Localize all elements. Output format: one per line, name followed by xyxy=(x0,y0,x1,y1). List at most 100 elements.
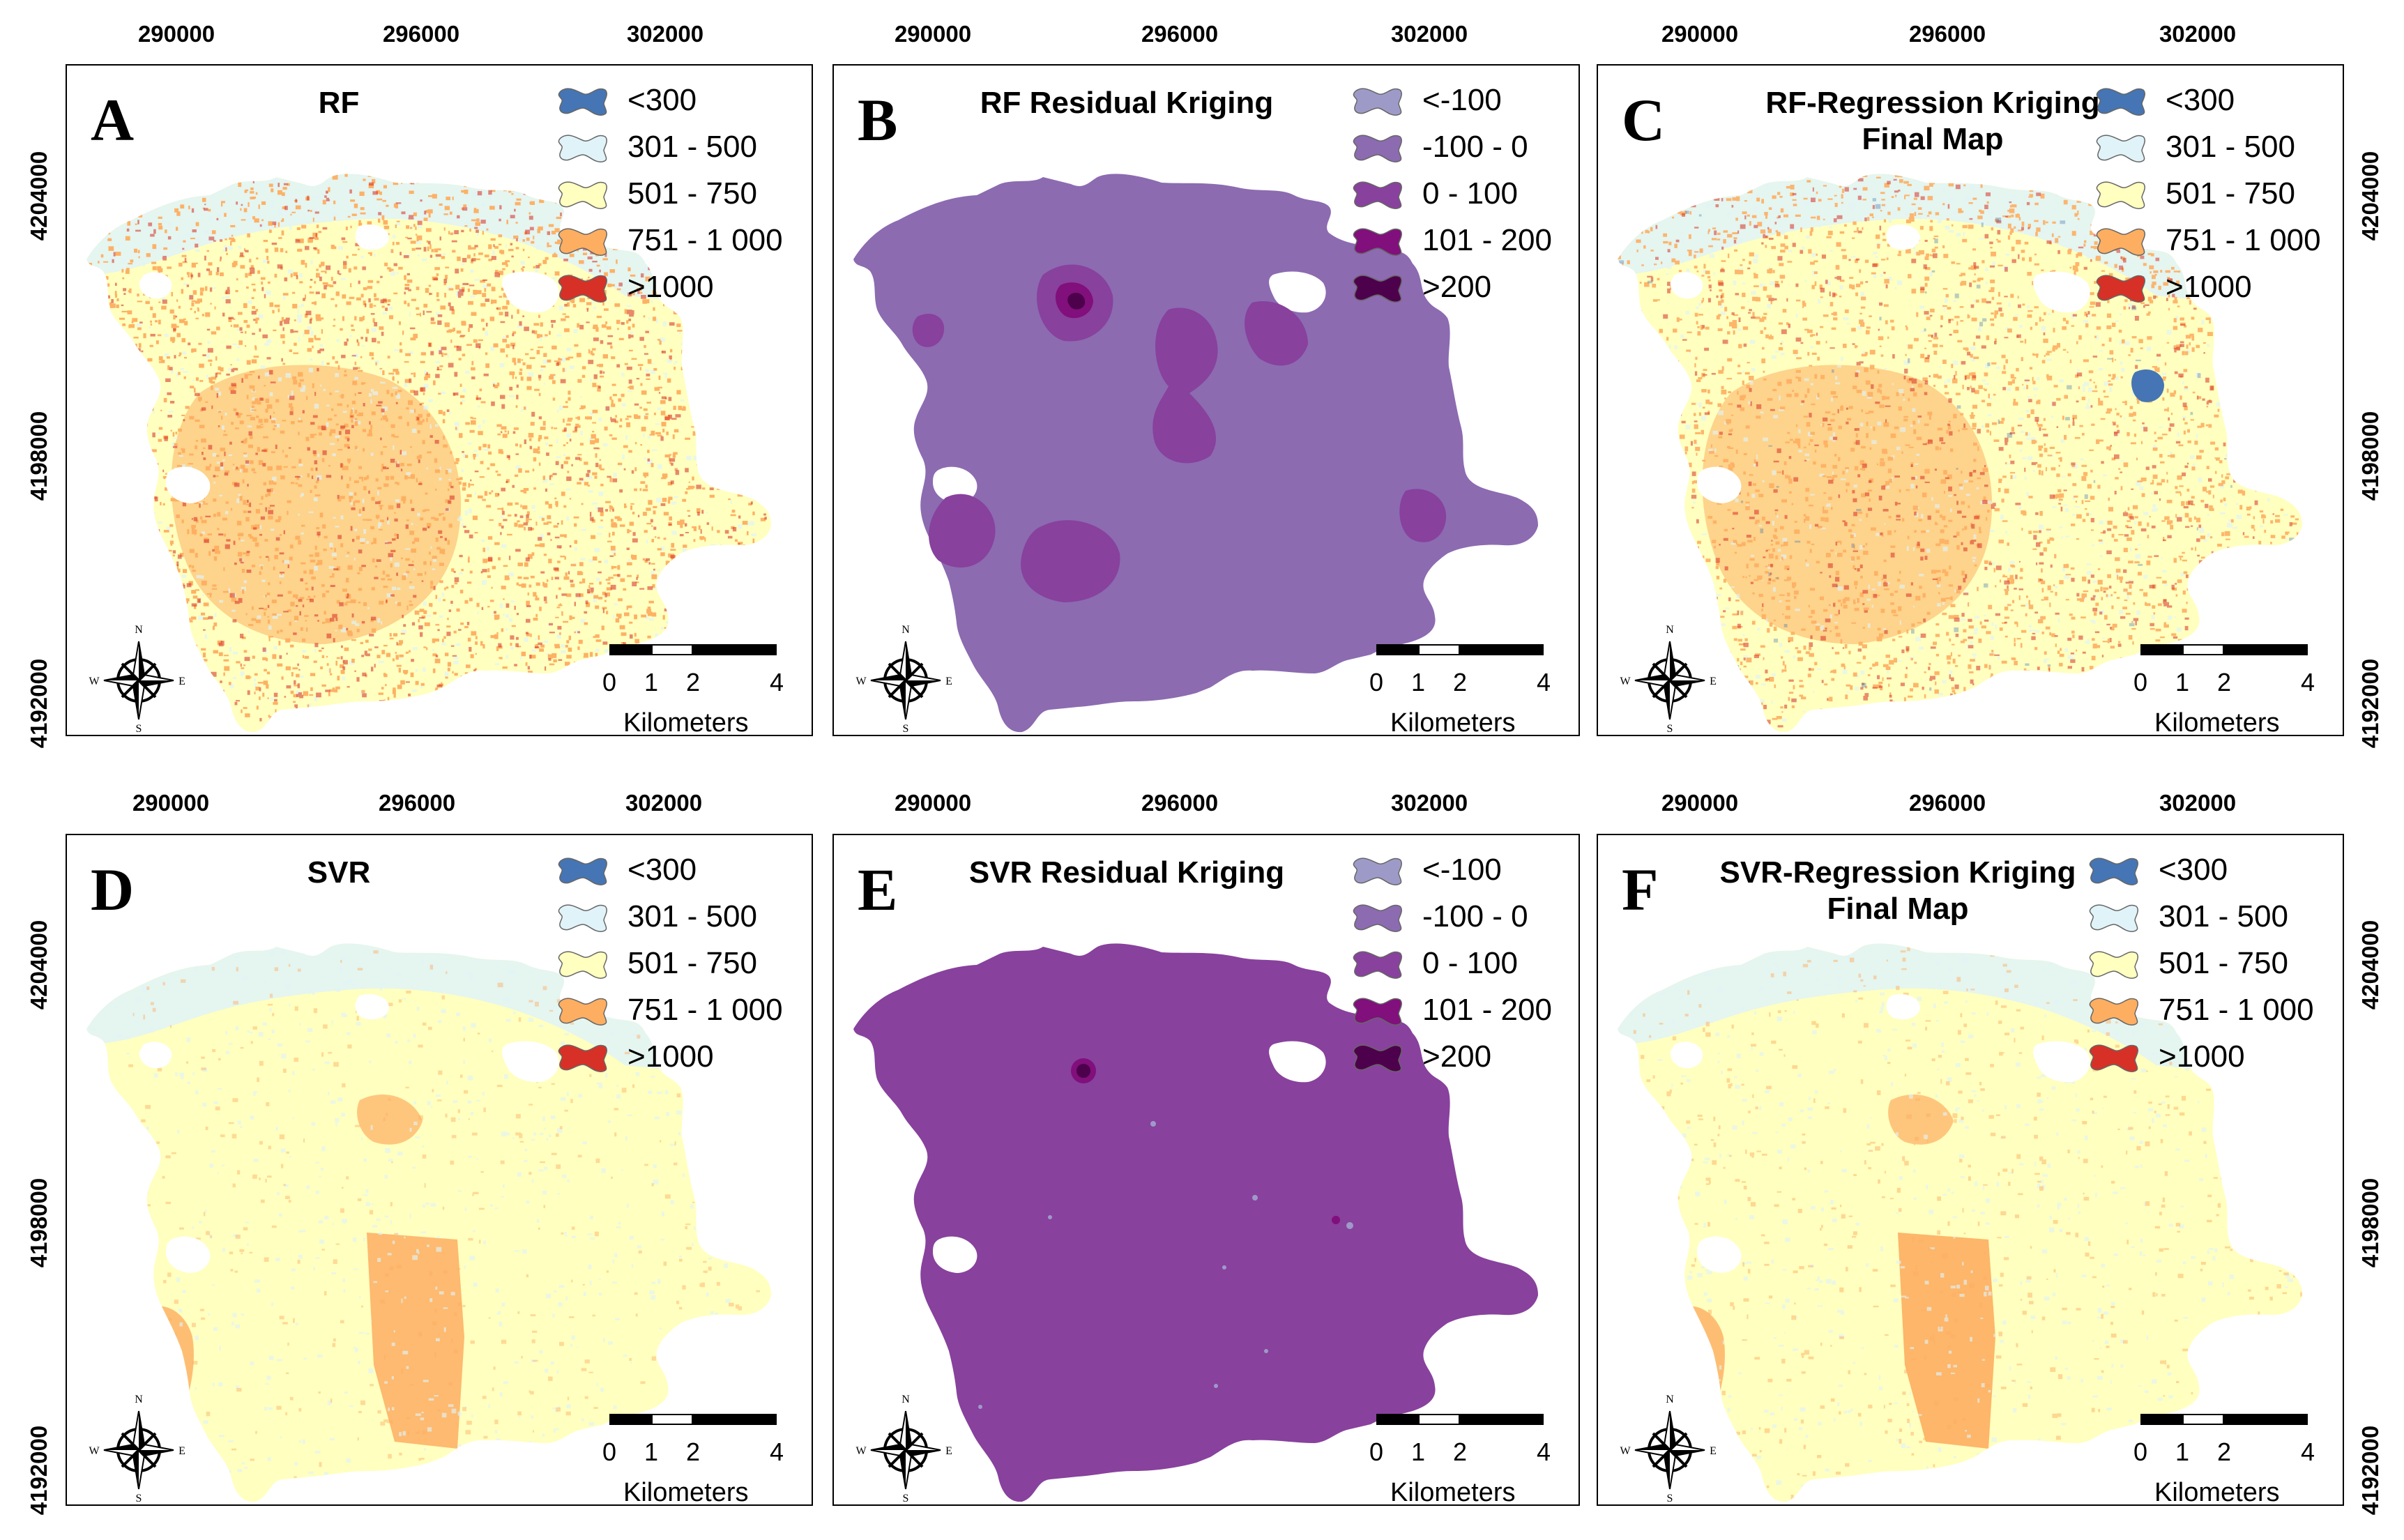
urban-core-patch xyxy=(1898,1233,1995,1449)
light-blue-fringe xyxy=(1618,174,2191,299)
compass-w-label: W xyxy=(855,676,867,687)
panel-title: SVR-Regression Kriging Final Map xyxy=(1717,855,2079,927)
legend-item: >1000 xyxy=(555,1033,783,1080)
scale-bar-segment xyxy=(693,644,777,655)
legend-label: <-100 xyxy=(1422,852,1502,887)
scale-tick-label: 4 xyxy=(2300,668,2315,696)
study-area-fill xyxy=(1618,943,2302,1502)
panel-title: SVR xyxy=(158,855,520,891)
scale-bar-segment xyxy=(609,644,651,655)
x-label-290000: 290000 xyxy=(1661,21,1739,47)
map-canvas xyxy=(86,174,771,733)
urban-core-patch xyxy=(1702,365,1993,644)
urban-core-patch xyxy=(171,365,462,644)
legend-swatch-icon xyxy=(1353,857,1402,885)
no-data-hole xyxy=(2033,271,2090,313)
compass-e-label: E xyxy=(945,676,952,687)
scale-bar-segment xyxy=(2140,644,2182,655)
x-label-296000: 296000 xyxy=(1908,790,1986,816)
x-label-302000: 302000 xyxy=(2159,790,2237,816)
no-data-hole xyxy=(933,466,977,503)
residual-hotspot xyxy=(1077,1064,1090,1078)
legend-label: <300 xyxy=(2166,82,2235,117)
legend-item: 301 - 500 xyxy=(2086,893,2314,940)
scale-bar-segment xyxy=(1460,644,1544,655)
legend-item: >1000 xyxy=(2086,1033,2314,1080)
legend-swatch-icon xyxy=(2089,1044,2138,1072)
no-data-hole xyxy=(1697,466,1742,503)
y-label-4204000: 4204000 xyxy=(2357,151,2383,241)
compass-n-label: N xyxy=(135,624,143,636)
legend-label: 751 - 1 000 xyxy=(2166,222,2321,257)
compass-e-label: E xyxy=(178,676,185,687)
scale-bar: 0 1 2 4 Kilometers xyxy=(2133,644,2322,735)
legend-swatch-icon xyxy=(558,857,607,885)
legend-swatch-icon xyxy=(1353,904,1402,932)
legend-label: >200 xyxy=(1422,1039,1492,1074)
y-label-4192000: 4192000 xyxy=(2357,1425,2383,1516)
legend-swatch-icon xyxy=(1353,134,1402,162)
x-label-290000: 290000 xyxy=(1661,790,1739,816)
residual-contour-zone xyxy=(1399,489,1447,542)
no-data-hole xyxy=(1886,994,1920,1020)
x-label-302000: 302000 xyxy=(625,790,703,816)
panel-letter: D xyxy=(91,856,135,923)
x-label-290000: 290000 xyxy=(894,790,972,816)
north-arrow-compass: N S E W xyxy=(86,1393,191,1504)
no-data-hole xyxy=(355,994,389,1020)
compass-rose-icon: N S E W xyxy=(855,624,952,735)
no-data-hole xyxy=(1269,1041,1326,1083)
legend-swatch-icon xyxy=(2096,181,2145,209)
no-data-hole xyxy=(166,466,211,503)
legend-item: <300 xyxy=(555,846,783,893)
legend-swatch-icon xyxy=(558,274,607,303)
scale-tick-label: 4 xyxy=(769,668,784,696)
scale-bar-segment xyxy=(651,1414,693,1425)
legend-item: >200 xyxy=(1350,1033,1552,1080)
scale-tick-label: 0 xyxy=(602,1438,617,1466)
legend-item: 501 - 750 xyxy=(555,940,783,986)
legend-label: 751 - 1 000 xyxy=(2159,992,2314,1027)
no-data-hole xyxy=(933,1236,977,1273)
map-legend: <-100 -100 - 0 0 - 100 101 - 200 >200 xyxy=(1350,846,1552,1080)
panel-letter: F xyxy=(1622,856,1659,923)
scale-tick-label: 1 xyxy=(1410,1438,1426,1466)
x-label-296000: 296000 xyxy=(1141,790,1219,816)
no-data-hole xyxy=(355,224,389,250)
scale-bar-segment xyxy=(2182,644,2224,655)
compass-s-label: S xyxy=(136,1493,142,1504)
compass-w-label: W xyxy=(1620,676,1631,687)
y-label-4198000: 4198000 xyxy=(2357,1177,2383,1268)
panel-letter: A xyxy=(91,86,135,153)
compass-rose-icon: N S E W xyxy=(1620,1394,1716,1504)
legend-swatch-icon xyxy=(2089,997,2138,1026)
scale-tick-label: 2 xyxy=(1452,668,1468,696)
x-label-302000: 302000 xyxy=(626,21,704,47)
no-data-hole xyxy=(2033,1041,2090,1083)
legend-swatch-icon xyxy=(1353,997,1402,1026)
legend-item: 0 - 100 xyxy=(1350,940,1552,986)
x-label-302000: 302000 xyxy=(1390,21,1468,47)
legend-swatch-icon xyxy=(558,1044,607,1072)
legend-label: 501 - 750 xyxy=(627,176,757,211)
no-data-hole xyxy=(1886,224,1920,250)
scale-unit-label: Kilometers xyxy=(1390,708,1516,736)
residual-hotspot xyxy=(1346,1222,1353,1229)
map-canvas xyxy=(853,943,1538,1502)
prediction-raster xyxy=(1618,174,2302,733)
legend-label: 301 - 500 xyxy=(2159,899,2288,933)
compass-s-label: S xyxy=(903,1493,909,1504)
map-canvas xyxy=(1618,943,2302,1502)
legend-item: <300 xyxy=(555,77,783,123)
north-arrow-compass: N S E W xyxy=(853,623,958,735)
residual-hotspot xyxy=(1222,1265,1226,1270)
legend-label: <300 xyxy=(627,852,697,887)
x-label-296000: 296000 xyxy=(378,790,456,816)
legend-item: 301 - 500 xyxy=(2093,123,2321,170)
no-data-hole xyxy=(502,1041,559,1083)
legend-label: 101 - 200 xyxy=(1422,992,1552,1027)
y-label-4192000: 4192000 xyxy=(2357,658,2383,749)
scale-bar-segment xyxy=(2140,1414,2182,1425)
legend-label: 101 - 200 xyxy=(1422,222,1552,257)
legend-swatch-icon xyxy=(2096,227,2145,256)
